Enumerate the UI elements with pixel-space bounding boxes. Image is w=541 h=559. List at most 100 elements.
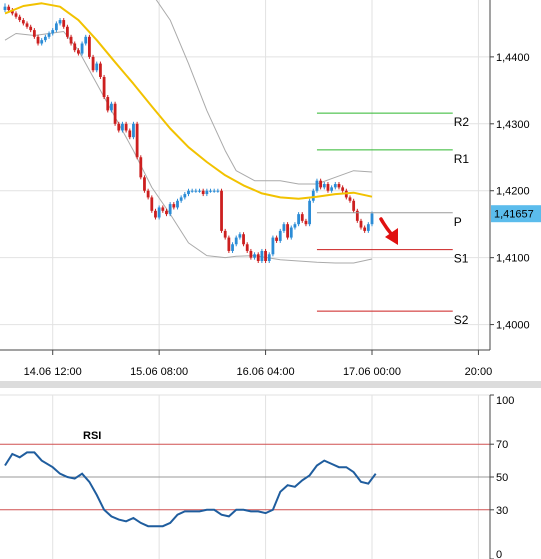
candle — [176, 198, 179, 210]
candle-body — [51, 30, 55, 34]
candle-body — [168, 204, 172, 215]
candle — [3, 3, 7, 13]
candle — [95, 61, 99, 73]
candle — [21, 18, 25, 26]
candle-body — [132, 123, 135, 138]
candle-body — [289, 227, 293, 238]
candle — [201, 188, 205, 197]
candle-body — [14, 13, 18, 17]
candle-body — [201, 190, 205, 195]
moving-average — [4, 2, 373, 200]
candle — [10, 8, 14, 16]
candle — [102, 74, 106, 100]
candle — [341, 185, 345, 193]
forecast-arrow — [379, 217, 398, 245]
rsi-axis-label: 30 — [496, 505, 508, 517]
candle — [139, 155, 143, 180]
candle-body — [157, 207, 161, 218]
candle-body — [223, 230, 227, 238]
candle — [113, 101, 117, 126]
candle — [333, 182, 337, 190]
candle-body — [245, 244, 249, 251]
candle — [359, 218, 363, 230]
candle — [62, 18, 66, 29]
price-axis-label: 1,4200 — [496, 186, 530, 198]
pivot-level-s2: S2 — [316, 310, 469, 327]
candle — [289, 225, 293, 240]
current-price-box — [491, 205, 541, 223]
candle — [326, 182, 330, 193]
candle — [146, 188, 150, 200]
time-axis: 14.06 12:00 15.06 08:00 16.06 04:00 17.06 0… — [24, 350, 493, 378]
candle-body — [179, 197, 183, 201]
candle-body — [54, 23, 58, 31]
time-axis-label: 15.06 08:00 — [130, 366, 188, 378]
candle — [172, 202, 176, 210]
pivot-level-s1: S1 — [316, 249, 469, 266]
panel-splitter[interactable] — [0, 381, 541, 388]
candle — [282, 222, 286, 233]
candle-body — [135, 123, 139, 158]
candle — [65, 24, 69, 39]
candle-body — [260, 250, 264, 261]
candle — [242, 232, 245, 247]
rsi-axis-label: 0 — [496, 549, 502, 559]
candle — [293, 222, 297, 230]
time-axis-label: 20:00 — [465, 366, 493, 378]
candle — [315, 178, 319, 193]
candle-body — [21, 20, 25, 24]
time-axis-label: 14.06 12:00 — [24, 366, 82, 378]
candle-body — [286, 224, 289, 238]
candle-body — [117, 123, 121, 131]
pivot-label: R2 — [454, 115, 470, 129]
candle-body — [256, 254, 260, 261]
time-axis-label: 17.06 00:00 — [343, 366, 401, 378]
candle-body — [352, 200, 356, 211]
candle-body — [121, 123, 124, 131]
pivot-label: S1 — [454, 252, 469, 266]
candle-body — [183, 194, 187, 198]
candle — [194, 188, 198, 193]
bollinger-bands — [4, 0, 373, 264]
candle-body — [311, 190, 315, 201]
candle — [29, 24, 33, 33]
candle — [231, 242, 234, 253]
candle — [106, 95, 110, 113]
candle-body — [231, 244, 234, 251]
candle — [161, 205, 165, 213]
candle — [51, 28, 55, 36]
candle-body — [3, 6, 7, 11]
candle — [165, 208, 168, 217]
candle-body — [264, 250, 267, 261]
candle — [348, 195, 352, 203]
candle-body — [227, 237, 231, 251]
moving-average-line — [4, 2, 373, 200]
candle-body — [253, 254, 256, 258]
candle-body — [322, 184, 326, 188]
candle — [88, 34, 91, 59]
candle-body — [150, 197, 154, 211]
candle-body — [113, 103, 117, 124]
candle — [271, 235, 275, 257]
candle-body — [337, 184, 341, 188]
candle — [179, 195, 183, 203]
pivot-levels: R2 R1 P S1 S2 — [316, 112, 470, 327]
candle-body — [370, 213, 374, 225]
candle — [245, 242, 249, 253]
candle — [253, 252, 256, 260]
candle-body — [194, 190, 198, 192]
candle-body — [84, 36, 88, 44]
candle-body — [308, 200, 312, 225]
candle — [256, 252, 260, 264]
candle — [73, 41, 77, 53]
candle-body — [161, 207, 165, 211]
price-axis-label: 1,4300 — [496, 119, 530, 131]
candle-body — [7, 6, 11, 11]
candle — [366, 222, 370, 233]
candle — [363, 225, 367, 233]
candle-body — [18, 16, 22, 21]
candle-body — [176, 200, 179, 208]
candle-body — [333, 184, 337, 188]
price-axis: 1,4000 1,4100 1,4200 1,4300 1,4400 — [490, 52, 530, 332]
candle-body — [341, 187, 345, 191]
